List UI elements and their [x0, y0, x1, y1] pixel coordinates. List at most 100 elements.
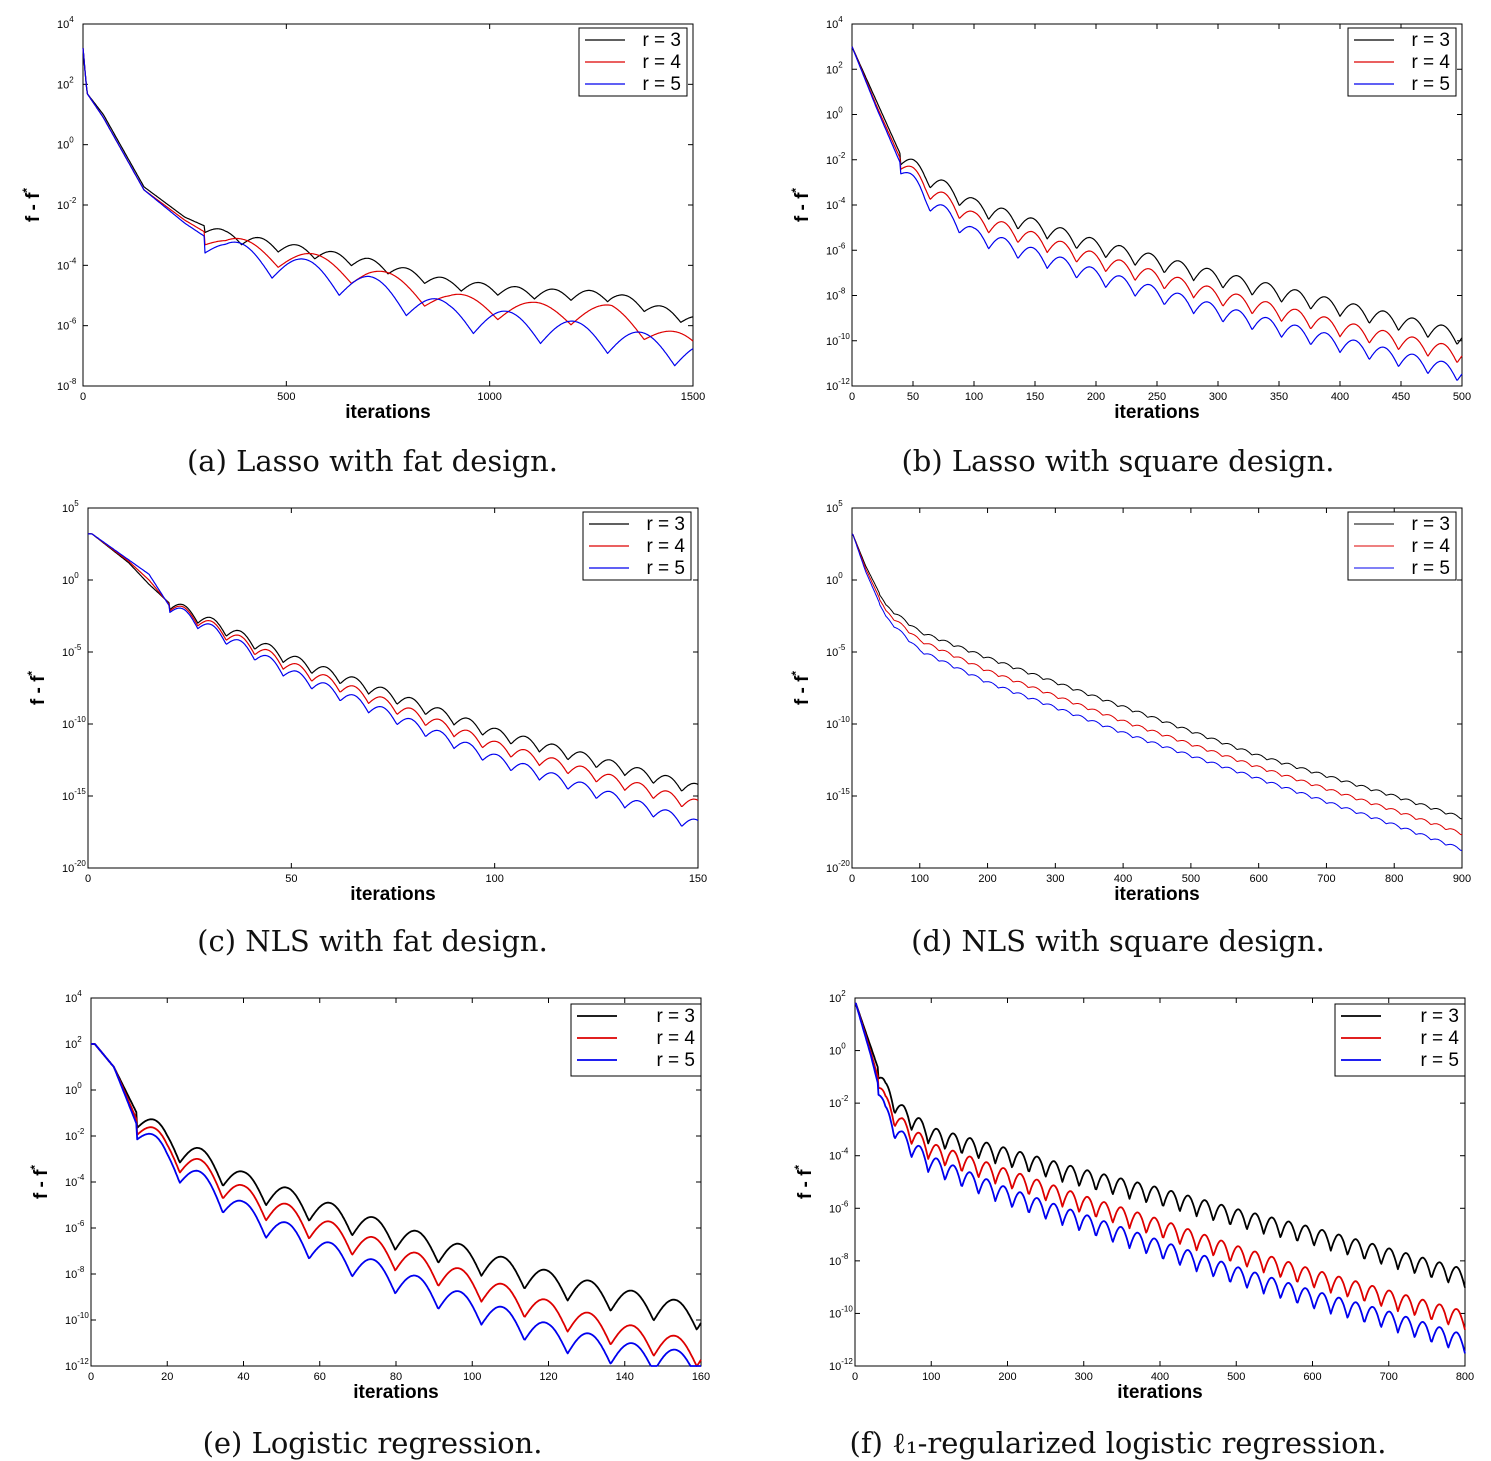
legend-label-r3: r = 3 [642, 30, 681, 51]
legend-label-r4: r = 4 [1411, 536, 1450, 557]
y-tick-label: 10-10 [826, 715, 850, 731]
y-tick-label: 10-12 [65, 1357, 89, 1373]
y-tick-label: 10-5 [826, 643, 846, 659]
y-tick-label: 104 [65, 989, 82, 1005]
x-tick-label: 800 [1385, 873, 1403, 885]
x-tick-label: 20 [161, 1371, 173, 1383]
y-tick-label: 10-2 [65, 1127, 85, 1143]
y-tick-label: 100 [57, 136, 74, 152]
legend-label-r3: r = 3 [1411, 30, 1450, 51]
y-tick-label: 104 [826, 15, 843, 31]
legend-label-r4: r = 4 [656, 1028, 695, 1049]
x-tick-label: 1000 [477, 391, 501, 403]
x-tick-label: 400 [1331, 391, 1349, 403]
chart-panel-f: 0 100 200 300 400 500 600 700 800 10-12 10-10 10-8 1… [745, 974, 1491, 1460]
y-tick-label: 100 [65, 1081, 82, 1097]
x-tick-label: 700 [1380, 1371, 1398, 1383]
legend-label-r3: r = 3 [656, 1006, 695, 1027]
y-tick-label: 10-4 [829, 1147, 849, 1163]
chart-panel-e: 0 20 40 60 80 100 120 140 160 10-12 10-10 10-8 10-6 1… [0, 974, 745, 1460]
chart-a-svg: 0 500 1000 1500 10-8 10-6 10-4 10-2 100 102 104 ite… [20, 15, 705, 423]
chart-c-svg: 0 50 100 150 10-20 10-15 10-10 10-5 100 105 iterat… [25, 499, 707, 905]
x-tick-label: 500 [1182, 873, 1200, 885]
x-axis-label: iterations [353, 1382, 439, 1403]
x-axis-label: iterations [1117, 1382, 1203, 1403]
series-line-r5 [854, 1002, 1466, 1354]
x-tick-label: 0 [852, 1371, 858, 1383]
chart-b-svg: 0 50 100 150 200 250 300 350 400 450 500 10-12 10-10… [789, 15, 1471, 423]
x-tick-label: 200 [978, 873, 996, 885]
y-tick-label: 105 [826, 499, 843, 515]
legend-label-r5: r = 5 [656, 1050, 695, 1071]
x-tick-label: 700 [1317, 873, 1335, 885]
y-tick-label: 10-6 [65, 1219, 85, 1235]
legend-label-r4: r = 4 [1411, 52, 1450, 73]
y-tick-label: 10-4 [826, 196, 846, 212]
x-tick-label: 200 [1087, 391, 1105, 403]
series-line-r5 [82, 48, 694, 367]
x-tick-label: 120 [539, 1371, 557, 1383]
x-tick-label: 900 [1453, 873, 1471, 885]
x-tick-label: 150 [1026, 391, 1044, 403]
y-tick-label: 104 [57, 15, 74, 31]
y-tick-label: 102 [65, 1035, 82, 1051]
y-tick-label: 10-2 [826, 151, 846, 167]
x-tick-label: 350 [1270, 391, 1288, 403]
chart-d-svg: 0 100 200 300 400 500 600 700 800 900 10-20 10-15 10… [789, 499, 1471, 905]
x-tick-label: 500 [1227, 1371, 1245, 1383]
y-tick-label: 105 [62, 499, 79, 515]
x-tick-label: 450 [1392, 391, 1410, 403]
y-tick-label: 102 [57, 75, 74, 91]
y-axis-label: f - f* [792, 1165, 816, 1200]
y-tick-label: 10-8 [829, 1252, 849, 1268]
x-tick-label: 300 [1046, 873, 1064, 885]
series-line-r4 [82, 48, 694, 342]
x-tick-label: 100 [485, 873, 503, 885]
x-tick-label: 500 [277, 391, 295, 403]
y-tick-label: 10-4 [57, 256, 77, 272]
series-line-r5 [91, 1043, 701, 1367]
y-tick-label: 10-8 [57, 377, 77, 393]
x-tick-label: 800 [1456, 1371, 1474, 1383]
x-tick-label: 600 [1303, 1371, 1321, 1383]
x-tick-label: 50 [285, 873, 297, 885]
series-line-r3 [91, 1043, 702, 1331]
y-tick-label: 10-12 [829, 1357, 853, 1373]
x-tick-label: 0 [85, 873, 91, 885]
series-line-r5 [851, 46, 1463, 381]
x-tick-label: 60 [314, 1371, 326, 1383]
x-tick-label: 140 [616, 1371, 634, 1383]
chart-panel-c: 0 50 100 150 10-20 10-15 10-10 10-5 100 105 iterat… [0, 488, 745, 974]
legend-label-r5: r = 5 [646, 558, 685, 579]
legend-label-r3: r = 3 [1411, 514, 1450, 535]
y-tick-label: 102 [829, 989, 846, 1005]
legend-label-r5: r = 5 [642, 74, 681, 95]
y-tick-label: 10-8 [65, 1265, 85, 1281]
y-tick-label: 100 [62, 571, 79, 587]
series-line-r3 [851, 533, 1463, 820]
x-tick-label: 1500 [681, 391, 705, 403]
x-tick-label: 0 [849, 873, 855, 885]
x-axis-label: iterations [350, 884, 436, 905]
series-line-r5 [88, 533, 699, 827]
y-tick-label: 10-6 [57, 317, 77, 333]
chart-panel-d: 0 100 200 300 400 500 600 700 800 900 10-20 10-15 10… [745, 488, 1491, 974]
x-tick-label: 600 [1249, 873, 1267, 885]
x-tick-label: 0 [88, 1371, 94, 1383]
series-line-r4 [851, 533, 1463, 836]
y-tick-label: 10-6 [826, 241, 846, 257]
x-tick-label: 80 [390, 1371, 402, 1383]
x-tick-label: 160 [692, 1371, 710, 1383]
series-line-r4 [91, 1043, 702, 1367]
x-tick-label: 150 [689, 873, 707, 885]
legend-label-r5: r = 5 [1411, 558, 1450, 579]
x-tick-label: 0 [80, 391, 86, 403]
y-axis-label: f - f* [20, 188, 44, 223]
y-tick-label: 100 [829, 1042, 846, 1058]
series-line-r4 [854, 1002, 1466, 1330]
y-tick-label: 10-20 [826, 859, 850, 875]
x-tick-label: 500 [1453, 391, 1471, 403]
y-tick-label: 10-15 [62, 787, 86, 803]
series-line-r3 [854, 1002, 1466, 1288]
chart-f-svg: 0 100 200 300 400 500 600 700 800 10-12 10-10 10-8 1… [792, 989, 1474, 1403]
